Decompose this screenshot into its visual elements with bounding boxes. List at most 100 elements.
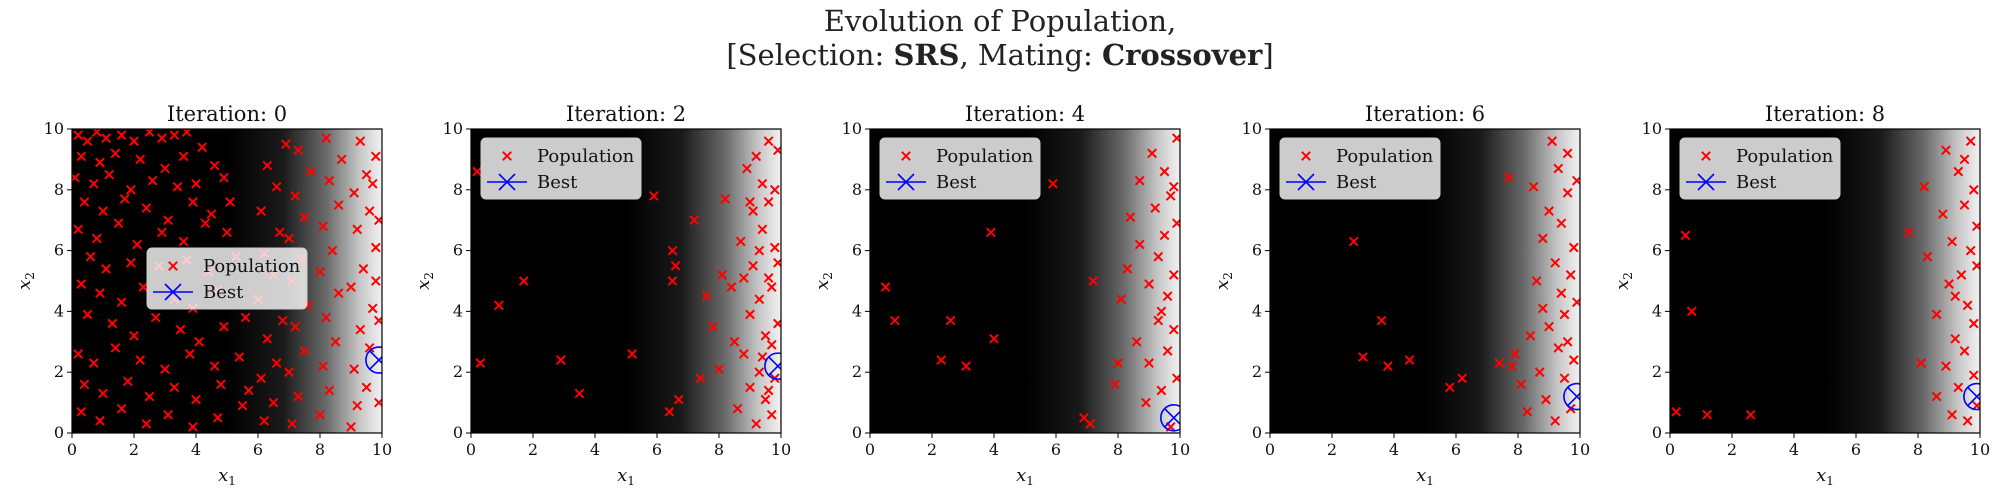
population-point-stroke-b xyxy=(73,130,84,140)
population-point-stroke-b xyxy=(122,376,133,387)
population-point xyxy=(79,197,90,207)
y-axis-label-sub: 2 xyxy=(1621,272,1635,280)
population-point xyxy=(763,273,774,283)
population-point-stroke-b xyxy=(1404,355,1415,365)
x-tick-label: 0 xyxy=(67,440,77,459)
population-point xyxy=(268,397,279,408)
population-point xyxy=(1968,184,1979,195)
x-axis-label-sub: 1 xyxy=(228,474,236,488)
population-point xyxy=(215,379,226,390)
population-point-stroke-b xyxy=(169,130,180,140)
population-point-stroke-b xyxy=(1131,336,1142,347)
legend-best-marker-stroke-b xyxy=(1697,173,1715,191)
population-point xyxy=(256,206,267,216)
population-point-stroke-b xyxy=(172,181,183,192)
population-point-stroke-b xyxy=(1537,303,1548,314)
population-point xyxy=(321,312,332,323)
population-point xyxy=(88,178,99,189)
population-point-stroke-b xyxy=(1516,379,1527,390)
population-point xyxy=(1159,166,1170,177)
population-point xyxy=(1134,239,1145,250)
population-point-stroke-b xyxy=(277,315,288,326)
population-point xyxy=(1953,382,1964,393)
population-point xyxy=(141,203,152,213)
population-point xyxy=(280,139,291,150)
population-point xyxy=(763,197,774,207)
best-marker xyxy=(1963,382,1980,411)
population-point xyxy=(1947,409,1958,420)
y-tick-label: 10 xyxy=(1242,119,1262,138)
y-axis-label: x2 xyxy=(413,272,436,290)
population-point-stroke-b xyxy=(741,163,752,174)
population-point-stroke-b xyxy=(1085,418,1096,429)
population-point xyxy=(191,178,201,189)
legend-population-marker xyxy=(168,261,178,271)
population-point-stroke-b xyxy=(745,197,755,207)
population-point-stroke-b xyxy=(717,270,728,280)
population-point-stroke-b xyxy=(358,263,369,274)
population-point xyxy=(274,227,285,238)
y-tick-label: 6 xyxy=(1652,241,1662,260)
population-point xyxy=(76,279,87,289)
population-point xyxy=(1109,379,1120,390)
population-point-stroke-b xyxy=(754,245,765,256)
population-point-stroke-b xyxy=(156,227,167,238)
population-point xyxy=(1162,291,1173,302)
population-point xyxy=(349,364,360,375)
population-point-stroke-b xyxy=(76,406,87,417)
population-point xyxy=(1937,209,1948,220)
population-point-stroke-b xyxy=(284,367,294,378)
figure-title-line1: Evolution of Population, xyxy=(824,4,1177,38)
population-point xyxy=(1348,236,1359,247)
population-point-stroke-b xyxy=(769,242,780,253)
population-point xyxy=(370,276,381,286)
population-point-stroke-b xyxy=(76,151,87,162)
population-point xyxy=(748,206,759,216)
population-point-stroke-b xyxy=(763,136,774,147)
population-point xyxy=(191,394,201,405)
population-point-stroke-b xyxy=(1568,355,1579,365)
population-point xyxy=(1550,415,1561,426)
y-axis-label-base: x xyxy=(14,280,35,290)
population-point xyxy=(240,312,251,323)
best-marker xyxy=(764,352,781,380)
population-point-stroke-b xyxy=(1686,306,1697,317)
population-point-stroke-b xyxy=(1562,187,1573,198)
population-point-stroke-b xyxy=(367,303,378,314)
population-point-stroke-b xyxy=(287,418,298,429)
population-point xyxy=(299,212,310,223)
population-point xyxy=(1537,303,1548,314)
population-point xyxy=(627,349,638,359)
axes-frame xyxy=(1269,128,1581,434)
y-axis-label-base: x xyxy=(812,280,833,290)
population-point-stroke-b xyxy=(305,166,316,177)
population-point xyxy=(1947,236,1958,247)
x-axis-label: x1 xyxy=(617,465,635,488)
population-point-stroke-b xyxy=(191,394,201,405)
population-point xyxy=(361,169,372,180)
population-point-stroke-b xyxy=(113,218,124,229)
x-tick-label: 10 xyxy=(1970,440,1990,459)
legend-box xyxy=(1679,137,1841,200)
population-point-stroke-b xyxy=(85,251,96,262)
population-point-stroke-b xyxy=(76,279,87,289)
y-tick-label: 6 xyxy=(1252,241,1262,260)
population-point xyxy=(1922,251,1933,262)
population-point xyxy=(163,409,174,420)
population-point-stroke-b xyxy=(1537,233,1548,244)
population-point-stroke-b xyxy=(321,133,332,144)
population-point-stroke-b xyxy=(1168,270,1179,280)
x-axis-label-sub: 1 xyxy=(1026,474,1034,488)
population-point xyxy=(1134,175,1145,186)
population-point-stroke-b xyxy=(327,245,338,256)
population-point xyxy=(1968,370,1979,381)
population-point-stroke-b xyxy=(163,215,174,226)
population-point-stroke-b xyxy=(191,178,201,189)
y-axis-label-sub: 2 xyxy=(821,272,835,280)
population-point xyxy=(209,361,220,372)
population-point xyxy=(880,282,891,292)
population-point xyxy=(305,166,316,177)
population-points xyxy=(472,136,781,429)
population-point xyxy=(94,288,105,299)
legend: Population Best xyxy=(1279,137,1441,200)
